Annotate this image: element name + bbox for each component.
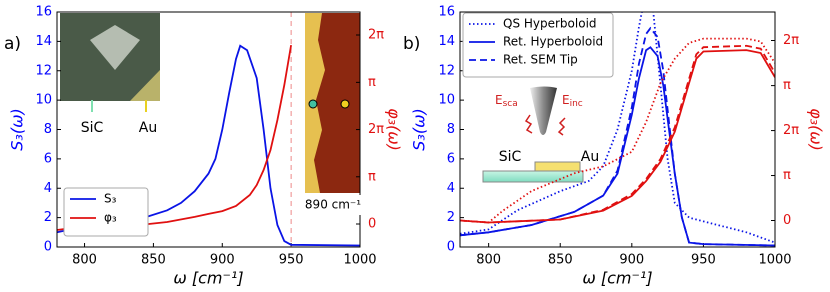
y-tick-label: 6 xyxy=(44,151,52,166)
y-tick-label: 0 xyxy=(447,240,455,255)
y-tick-label: 10 xyxy=(35,93,52,108)
legend-label: Ret. Hyperboloid xyxy=(503,35,603,49)
y2-tick-label: π xyxy=(783,78,791,93)
annotation-sub: sca xyxy=(503,99,518,109)
x-tick-label: 900 xyxy=(210,253,235,268)
y-axis-label: S₃(ω) xyxy=(410,108,429,150)
legend-box xyxy=(462,12,614,78)
inset-sketch xyxy=(482,86,584,183)
panel-label: a) xyxy=(4,34,21,54)
y2-tick-label: π xyxy=(368,75,376,90)
legend-box xyxy=(63,187,149,237)
x-tick-label: 950 xyxy=(691,253,716,268)
series-line xyxy=(460,49,775,224)
x-tick-label: 1000 xyxy=(758,253,791,268)
x-tick-label: 850 xyxy=(141,253,166,268)
y2-tick-label: 2π xyxy=(783,123,799,138)
annotation-bg xyxy=(303,195,363,215)
y-tick-label: 4 xyxy=(447,181,455,196)
legend-label: Ret. SEM Tip xyxy=(503,53,578,67)
y-tick-label: 16 xyxy=(35,5,52,20)
y2-axis-label: φ₃(ω) xyxy=(807,108,826,151)
y-tick-label: 16 xyxy=(438,5,455,20)
x-tick-label: 800 xyxy=(72,253,97,268)
annotation: Au xyxy=(581,149,599,165)
x-tick-label: 800 xyxy=(476,253,501,268)
y-tick-label: 8 xyxy=(447,122,455,137)
series-line xyxy=(460,26,775,247)
y-tick-label: 6 xyxy=(447,151,455,166)
legend-label: S₃ xyxy=(104,192,117,206)
y2-tick-label: 0 xyxy=(368,216,376,231)
annotation: SiC xyxy=(81,120,104,136)
y-tick-label: 0 xyxy=(44,240,52,255)
x-tick-label: 850 xyxy=(548,253,573,268)
plot-frame xyxy=(56,11,361,248)
y-tick-label: 14 xyxy=(35,34,52,49)
x-axis-label: ω [cm⁻¹] xyxy=(582,269,652,288)
legend-label: QS Hyperboloid xyxy=(503,17,597,31)
x-tick-label: 900 xyxy=(619,253,644,268)
x-axis-label: ω [cm⁻¹] xyxy=(173,269,243,288)
series-line xyxy=(460,44,775,224)
legend-label: φ₃ xyxy=(104,211,117,225)
y-tick-label: 2 xyxy=(44,210,52,225)
y2-axis-label: φ₃(ω) xyxy=(385,108,404,151)
y-tick-label: 14 xyxy=(438,34,455,49)
y-tick-label: 8 xyxy=(44,122,52,137)
y-tick-label: 4 xyxy=(44,181,52,196)
inset-photo xyxy=(60,13,160,112)
y-tick-label: 2 xyxy=(447,210,455,225)
annotation: Einc xyxy=(562,93,583,109)
annotation: 890 cm⁻¹ xyxy=(305,198,361,212)
annotation: SiC xyxy=(499,149,522,165)
y-tick-label: 10 xyxy=(438,93,455,108)
plot-area xyxy=(460,12,775,247)
annotation: Esca xyxy=(495,93,518,109)
x-tick-label: 950 xyxy=(279,253,304,268)
annotation: Au xyxy=(139,120,157,136)
inset-map xyxy=(305,13,360,193)
y2-tick-label: 2π xyxy=(368,28,384,43)
plot-frame xyxy=(459,11,776,248)
y2-tick-label: π xyxy=(783,168,791,183)
x-tick-label: 1000 xyxy=(343,253,376,268)
panel-label: b) xyxy=(403,34,420,54)
y2-tick-label: 2π xyxy=(783,33,799,48)
y2-tick-label: 2π xyxy=(368,122,384,137)
annotation-main: E xyxy=(495,93,503,107)
annotation-main: E xyxy=(562,93,570,107)
y2-tick-label: 0 xyxy=(783,213,791,228)
annotation-sub: inc xyxy=(570,99,583,109)
y-tick-label: 12 xyxy=(35,63,52,78)
y-tick-label: 12 xyxy=(438,63,455,78)
y-axis-label: S₃(ω) xyxy=(8,108,27,150)
y2-tick-label: π xyxy=(368,169,376,184)
